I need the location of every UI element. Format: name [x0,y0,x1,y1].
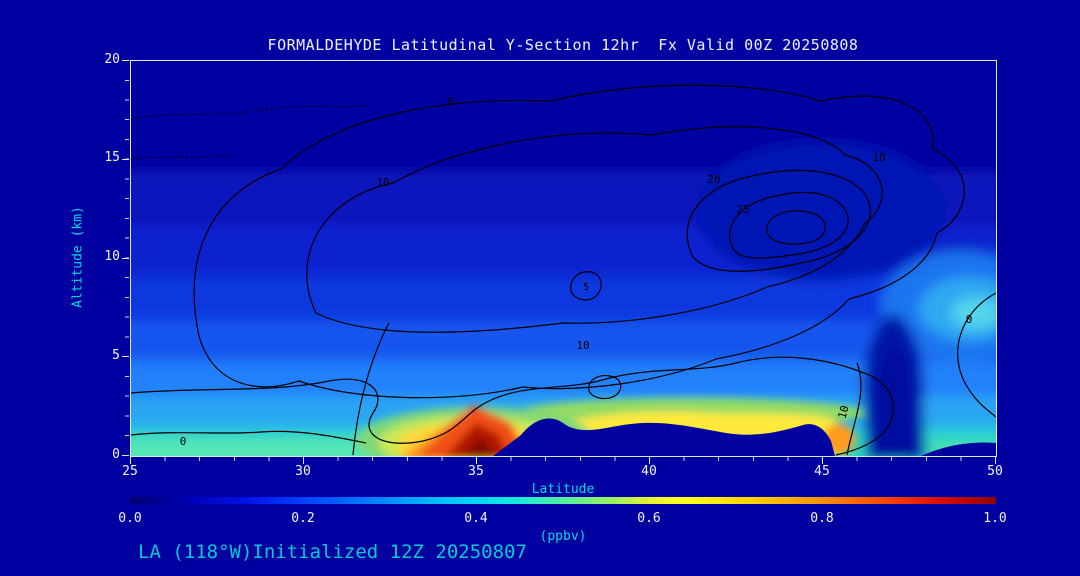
chart-title: FORMALDEHYDE Latitudinal Y-Section 12hr … [267,36,859,54]
x-tick-label: 50 [987,464,1003,479]
contour-line-small-loop [570,271,602,301]
contour-line-left-vertical [352,322,390,456]
x-tick-mark [822,457,823,464]
y-tick-label: 15 [104,150,120,165]
colorbar-tick-label: 0.0 [118,511,142,526]
y-axis-title: Altitude (km) [70,206,86,308]
x-tick-mark [130,457,131,464]
x-axis-title: Latitude [531,482,595,497]
contour-line-low [131,356,894,456]
colorbar-tick-label: 0.8 [810,511,834,526]
y-tick-label: 0 [112,447,120,462]
field-fill-bands [131,61,996,456]
contour-label: 0 [180,435,187,448]
contour-label: 0 [966,313,973,326]
colorbar-tick-label: 0.2 [291,511,315,526]
contour-line-zero-right [957,292,996,418]
terrain-silhouette [493,418,996,456]
x-tick-mark [995,457,996,464]
x-tick-label: 30 [295,464,311,479]
contour-line-descending [846,362,862,456]
plot-area: 6 10 10 20 25 5 10 0 0 10 [130,60,997,457]
x-tick-mark [649,457,650,464]
contour-line-dotted-2 [131,154,237,160]
y-tick-label: 5 [112,348,120,363]
y-tick-mark [122,455,129,456]
contour-label: 10 [576,339,589,352]
colorbar-units-label: (ppbv) [539,529,587,544]
contour-label: 10 [376,176,389,189]
contour-line-plume-loop [588,375,622,400]
x-tick-label: 25 [122,464,138,479]
colorbar [130,497,996,504]
x-axis-minor-ticks [131,457,996,461]
contour-label: 25 [736,203,749,216]
y-tick-mark [122,356,129,357]
x-tick-label: 40 [641,464,657,479]
y-tick-mark [122,159,129,160]
y-tick-mark [122,258,129,259]
y-tick-label: 20 [104,52,120,67]
initialization-caption: LA (118°W)Initialized 12Z 20250807 [138,541,527,563]
x-tick-label: 35 [468,464,484,479]
colorbar-tick-label: 0.4 [464,511,488,526]
contour-label: 10 [836,404,852,420]
contour-line-dotted-1 [131,104,372,120]
colorbar-tick-label: 0.6 [637,511,661,526]
contour-label: 20 [707,173,720,186]
contour-line-outer [193,84,965,399]
contour-line-inner [766,210,826,245]
colorbar-tick-label: 1.0 [983,511,1007,526]
y-tick-label: 10 [104,249,120,264]
contour-line-20 [686,169,871,272]
x-tick-label: 45 [814,464,830,479]
contour-label-group: 6 10 10 20 25 5 10 0 0 10 [180,95,973,448]
contour-lines [131,84,996,456]
contour-label: 5 [583,282,589,293]
x-tick-mark [476,457,477,464]
x-tick-mark [303,457,304,464]
contour-label: 6 [448,95,455,108]
contour-line-10 [306,126,883,333]
formaldehyde-cross-section-field: 6 10 10 20 25 5 10 0 0 10 [131,61,996,456]
contour-line-25 [729,191,849,259]
y-tick-mark [122,60,129,61]
contour-line-zero-left [131,430,367,444]
contour-label: 10 [872,151,885,164]
